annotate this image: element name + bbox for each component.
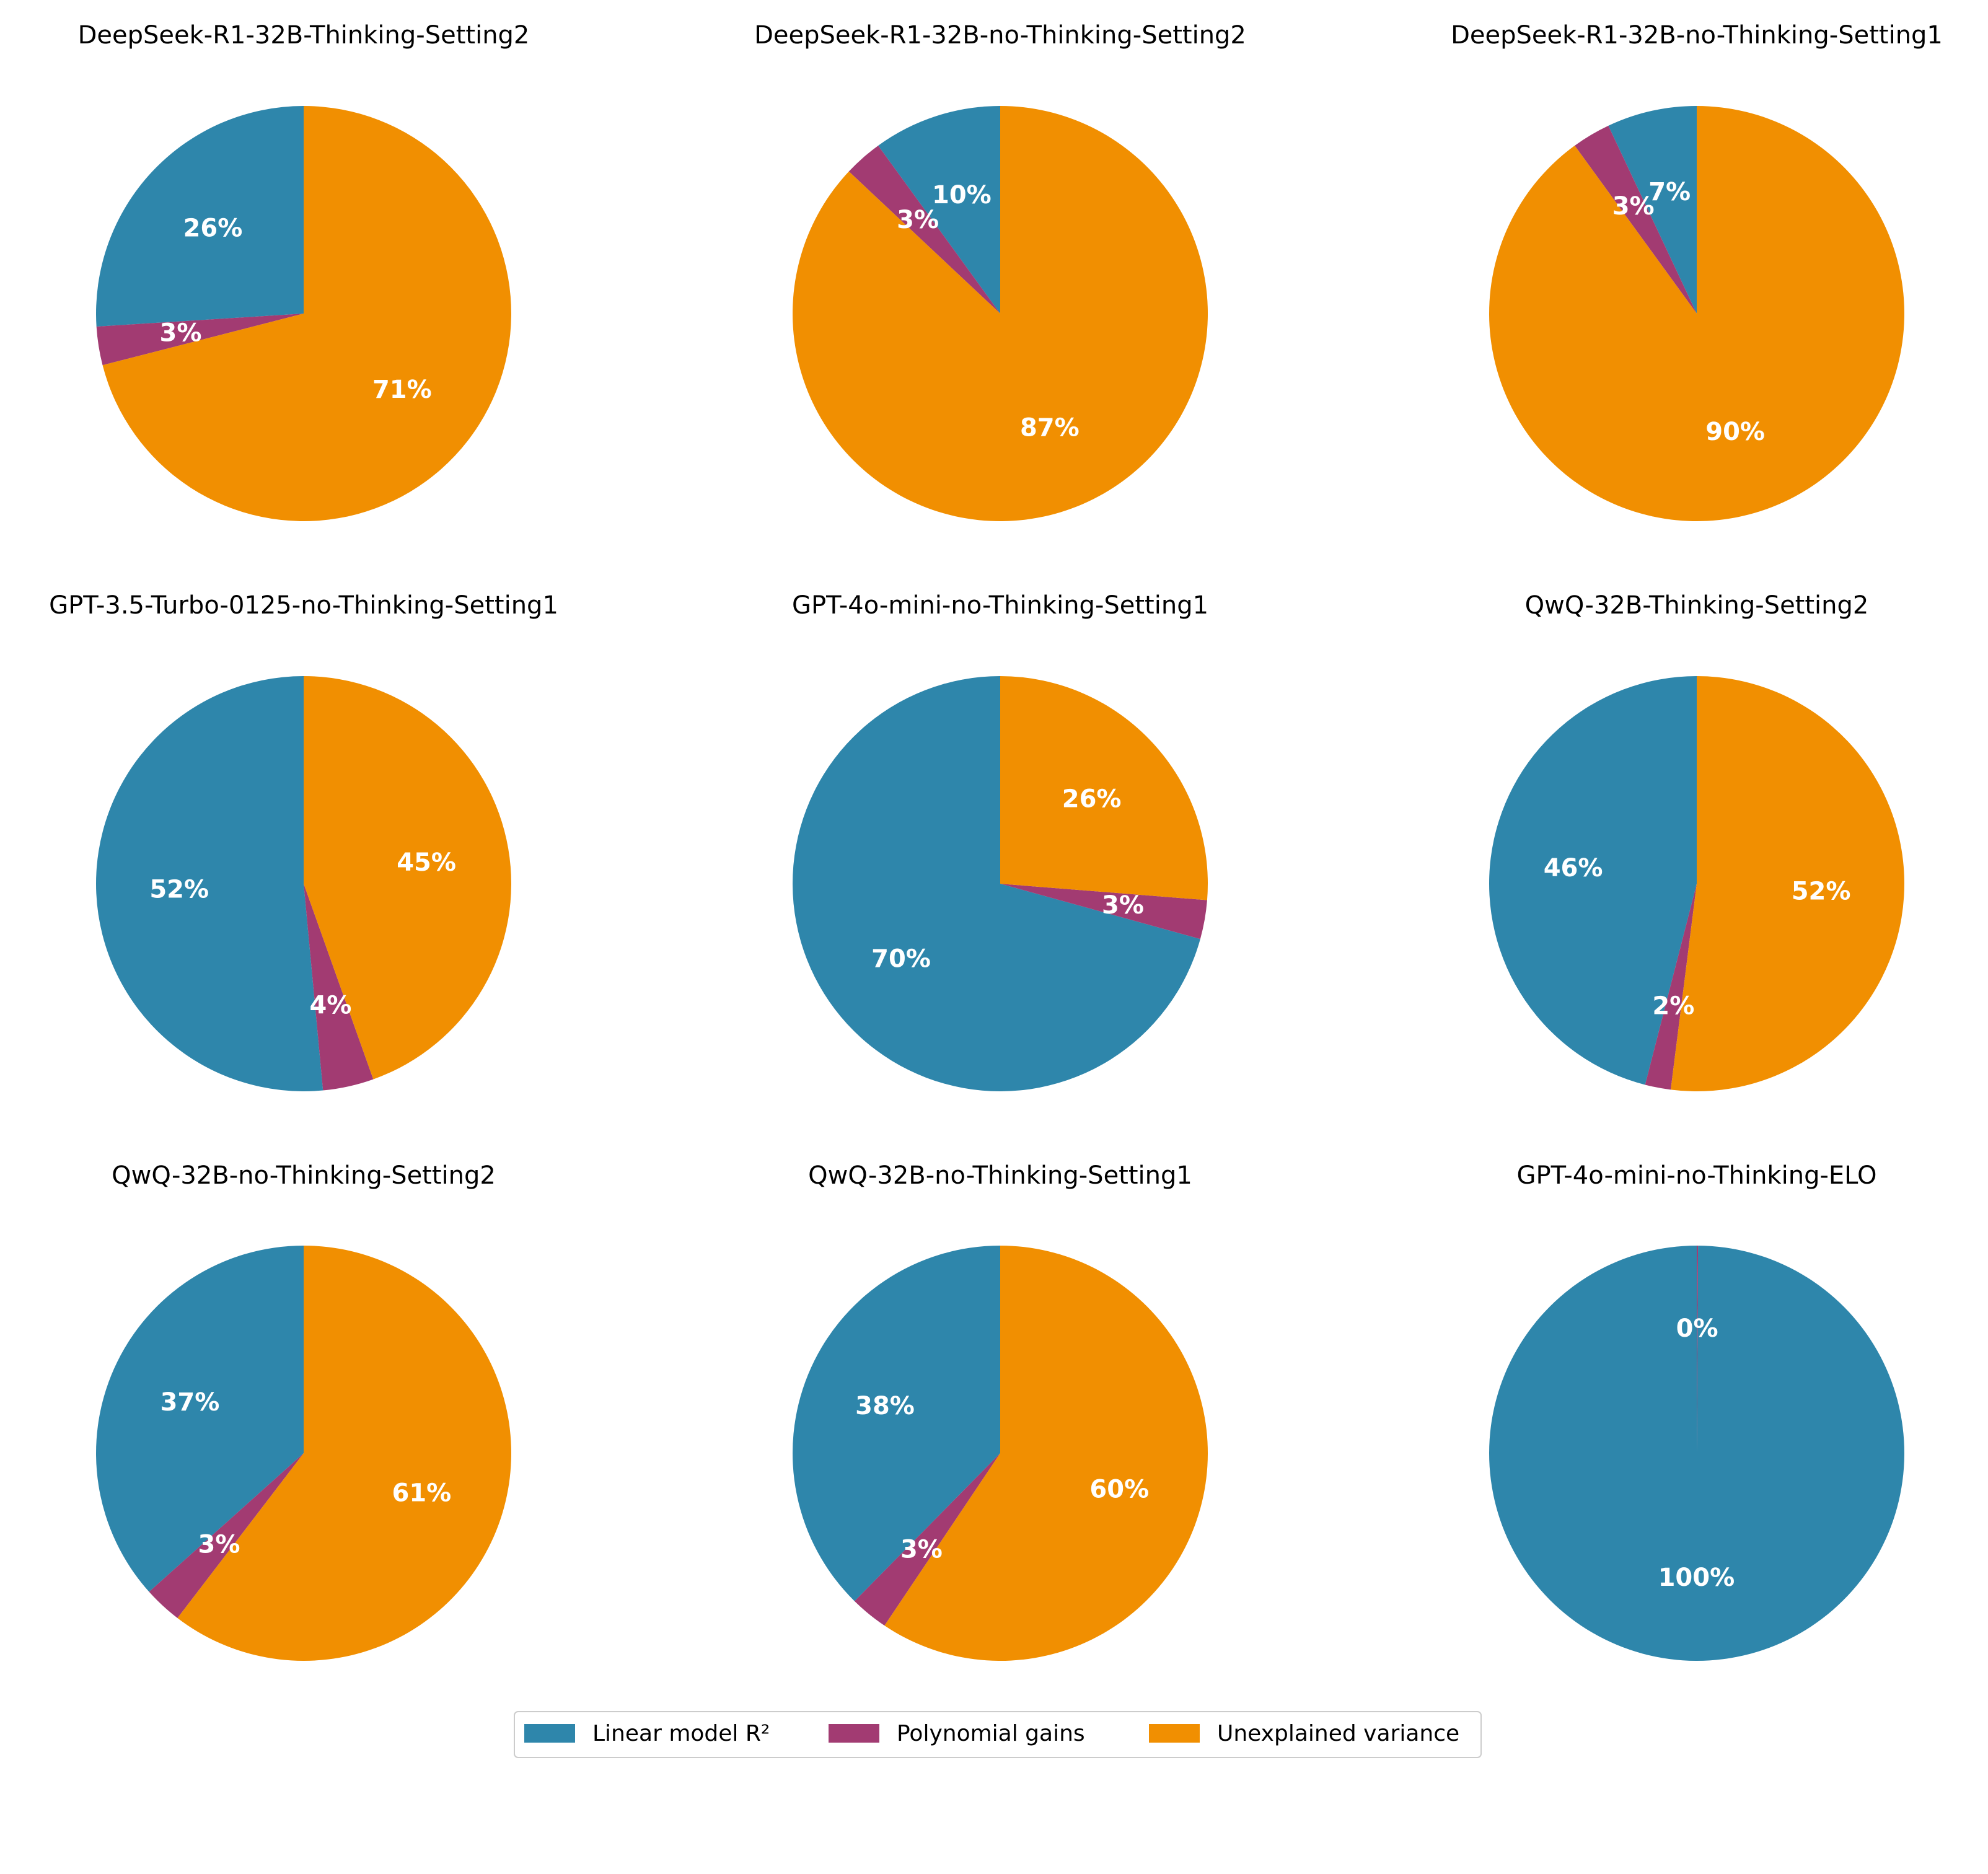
slice-label-polynomial: 4%: [309, 991, 351, 1019]
slice-label-unexplained: 90%: [1705, 418, 1765, 446]
slice-label-linear: 70%: [871, 945, 931, 974]
pie-title: DeepSeek-R1-32B-no-Thinking-Setting2: [754, 21, 1246, 50]
slice-label-linear: 10%: [932, 181, 992, 209]
pie-slice-unexplained: [1489, 106, 1904, 521]
pie-slice-polynomial: [304, 884, 374, 1091]
pie-chart-9: GPT-4o-mini-no-Thinking-ELO 100% 0%: [1489, 1161, 1905, 1661]
pie-slice-linear: [878, 106, 1000, 314]
pie-title: GPT-4o-mini-no-Thinking-ELO: [1516, 1161, 1876, 1190]
pie-slice-linear: [1489, 676, 1697, 1085]
legend-swatch-linear: [524, 1724, 575, 1743]
pie-title: DeepSeek-R1-32B-Thinking-Setting2: [78, 21, 530, 50]
pie-chart-7: QwQ-32B-no-Thinking-Setting2 37% 3% 61%: [96, 1161, 512, 1661]
legend-label-unexplained: Unexplained variance: [1217, 1721, 1459, 1746]
pie-slice-polynomial: [848, 145, 1000, 314]
slice-label-polynomial: 3%: [900, 1536, 943, 1564]
pie-chart-8: QwQ-32B-no-Thinking-Setting1 38% 3% 60%: [793, 1161, 1208, 1661]
slice-label-unexplained: 60%: [1089, 1476, 1149, 1504]
pie-slice-linear: [793, 1246, 1000, 1601]
legend-swatch-polynomial: [829, 1724, 879, 1743]
pie-chart-1: DeepSeek-R1-32B-Thinking-Setting2 26% 3% 71…: [78, 21, 530, 521]
pie-slice-unexplained: [102, 106, 511, 521]
pie-chart-5: GPT-4o-mini-no-Thinking-Setting1 70% 3% 26%: [792, 591, 1208, 1091]
slice-label-unexplained: 45%: [397, 848, 456, 877]
slice-label-polynomial: 0%: [1676, 1314, 1718, 1343]
pie-slice-linear: [96, 1246, 304, 1592]
pie-slice-unexplained: [1671, 676, 1904, 1091]
legend-frame: [514, 1711, 1482, 1758]
pie-chart-4: GPT-3.5-Turbo-0125-no-Thinking-Setting1 5…: [49, 591, 558, 1091]
pie-slice-polynomial: [1697, 1246, 1699, 1453]
slice-label-linear: 38%: [855, 1392, 915, 1420]
pie-slice-unexplained: [177, 1246, 512, 1661]
slice-label-unexplained: 71%: [372, 376, 432, 404]
pie-slice-polynomial: [1575, 125, 1697, 314]
slice-label-linear: 46%: [1544, 854, 1603, 882]
legend-label-linear: Linear model R²: [592, 1721, 770, 1746]
slice-label-linear: 37%: [161, 1388, 220, 1417]
slice-label-unexplained: 26%: [1062, 785, 1122, 814]
pie-slice-polynomial: [149, 1453, 304, 1619]
pie-slice-unexplained: [304, 676, 511, 1080]
slice-label-polynomial: 3%: [198, 1531, 240, 1559]
pie-title: QwQ-32B-no-Thinking-Setting1: [808, 1161, 1192, 1190]
slice-label-linear: 26%: [183, 214, 243, 242]
legend-swatch-unexplained: [1149, 1724, 1200, 1743]
pie-slice-unexplained: [793, 106, 1208, 521]
slice-label-linear: 7%: [1648, 178, 1691, 206]
slice-label-linear: 100%: [1658, 1564, 1735, 1592]
pie-chart-6: QwQ-32B-Thinking-Setting2 46% 2% 52%: [1489, 591, 1904, 1091]
pie-title: GPT-4o-mini-no-Thinking-Setting1: [792, 591, 1208, 620]
pie-slice-linear: [95, 676, 323, 1091]
pie-title: QwQ-32B-no-Thinking-Setting2: [112, 1161, 496, 1190]
slice-label-unexplained: 52%: [1792, 878, 1851, 906]
pie-chart-3: DeepSeek-R1-32B-no-Thinking-Setting1 7%3%…: [1451, 21, 1943, 521]
pie-slice-polynomial: [1645, 884, 1697, 1090]
slice-label-unexplained: 87%: [1020, 413, 1080, 442]
pie-title: GPT-3.5-Turbo-0125-no-Thinking-Setting1: [49, 591, 558, 620]
legend: Linear model R² Polynomial gains Unexplain…: [514, 1711, 1482, 1758]
pie-title: DeepSeek-R1-32B-no-Thinking-Setting1: [1451, 21, 1943, 50]
pie-slice-unexplained: [884, 1246, 1208, 1661]
pie-slice-polynomial: [1000, 884, 1207, 939]
slice-label-polynomial: 3%: [1102, 891, 1144, 920]
pie-slice-unexplained: [1000, 676, 1208, 900]
pie-chart-2: DeepSeek-R1-32B-no-Thinking-Setting2 10%3…: [754, 21, 1246, 521]
pie-slice-polynomial: [96, 314, 304, 366]
legend-label-polynomial: Polynomial gains: [897, 1721, 1085, 1746]
pie-slice-linear: [792, 676, 1200, 1091]
slice-label-linear: 52%: [149, 875, 209, 904]
pie-slice-linear: [1489, 1246, 1905, 1661]
pie-slice-linear: [1608, 106, 1697, 314]
pie-title: QwQ-32B-Thinking-Setting2: [1525, 591, 1869, 620]
slice-label-polynomial: 3%: [160, 319, 202, 347]
slice-label-polynomial: 3%: [1612, 192, 1655, 221]
pie-slice-polynomial: [854, 1453, 1000, 1626]
slice-label-polynomial: 3%: [897, 206, 939, 234]
pie-slice-linear: [95, 106, 304, 327]
slice-label-polynomial: 2%: [1652, 992, 1694, 1020]
slice-label-unexplained: 61%: [392, 1479, 451, 1507]
